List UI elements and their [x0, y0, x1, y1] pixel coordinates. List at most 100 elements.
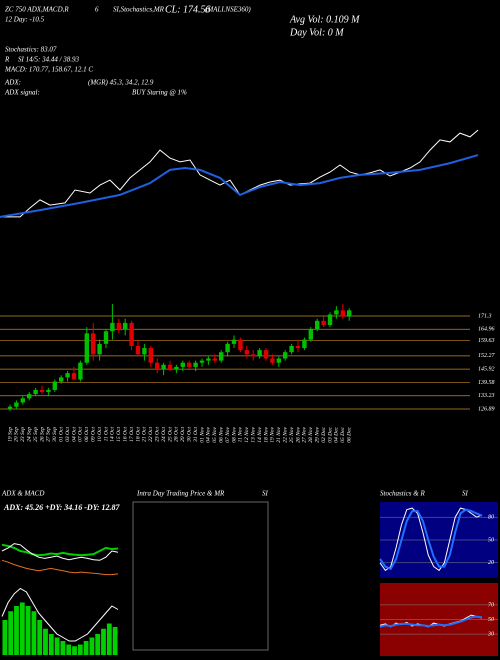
bar — [95, 634, 101, 655]
candle-body — [97, 343, 102, 355]
candle-body — [167, 364, 173, 369]
x-tick-label: 03 Dec — [327, 426, 333, 442]
candle-body — [161, 364, 166, 369]
candle-body — [33, 389, 38, 395]
series-line — [1, 543, 119, 561]
x-tick-label: 13 Nov — [250, 426, 256, 442]
candle-body — [155, 362, 160, 369]
candle-body — [110, 322, 115, 332]
x-tick-label: 24 Oct — [160, 427, 167, 442]
x-tick-label: 19 Sep — [7, 427, 13, 442]
x-tick-label: 14 Oct — [109, 427, 116, 442]
bar — [112, 627, 118, 655]
candle-body — [295, 345, 301, 349]
header-text: 6 — [95, 6, 99, 14]
header-text: SI 14/5: 34.44 / 38.93 — [18, 56, 80, 64]
x-tick-label: 25 Nov — [289, 426, 295, 442]
x-tick-label: 03 Oct — [65, 427, 71, 442]
panel-frame — [132, 501, 269, 651]
header-text: Stochastics: 83.07 — [5, 46, 57, 54]
x-tick-label: 04 Nov — [205, 426, 212, 442]
bar — [89, 637, 95, 655]
candle-body — [52, 381, 57, 390]
candle-body — [91, 333, 96, 355]
candle-body — [199, 360, 205, 363]
x-tick-label: 10 Oct — [97, 427, 103, 442]
bar — [14, 606, 19, 655]
x-tick-label: 05 Nov — [212, 426, 218, 442]
x-tick-label: 11 Oct — [103, 427, 109, 442]
bar — [60, 641, 66, 655]
panel-title: ADX & MACD — [1, 490, 44, 498]
header-text: MACD: 170.77, 158.67, 12.1 C — [4, 66, 93, 74]
candle-body — [116, 322, 121, 330]
y-tick-label: 164.96 — [478, 326, 495, 333]
x-tick-label: 20 Sep — [14, 427, 20, 442]
candle-body — [71, 373, 77, 380]
x-tick-label: 22 Oct — [148, 427, 154, 442]
x-tick-label: 29 Oct — [180, 427, 186, 442]
x-tick-label: 06 Nov — [218, 426, 224, 442]
series-line — [1, 543, 119, 557]
candle-body — [27, 394, 32, 399]
y-tick-label: 50 — [488, 537, 494, 543]
x-tick-label: 25 Oct — [167, 427, 173, 442]
x-tick-label: 28 Oct — [174, 427, 180, 442]
x-tick-label: 09 Oct — [90, 427, 96, 442]
y-tick-label: 171.3 — [478, 313, 492, 319]
y-tick-label: 126.89 — [478, 406, 495, 412]
candle-body — [129, 322, 134, 346]
bar — [8, 611, 14, 655]
x-tick-label: 01 Nov — [199, 426, 205, 442]
bar — [101, 628, 106, 655]
candle-body — [103, 331, 109, 344]
panel-title: Intra Day Trading Price & MR — [136, 490, 225, 498]
x-tick-label: 14 Nov — [256, 426, 263, 442]
x-tick-label: 17 Oct — [129, 427, 135, 442]
x-tick-label: 01 Oct — [58, 427, 64, 442]
x-tick-label: 11 Nov — [238, 426, 244, 442]
x-tick-label: 21 Nov — [276, 426, 282, 442]
candle-body — [65, 373, 70, 378]
candle-body — [14, 402, 19, 407]
x-tick-label: 24 Sep — [25, 427, 32, 442]
bar — [72, 646, 77, 655]
y-tick-label: 20 — [488, 560, 494, 566]
y-tick-label: 133.23 — [478, 393, 495, 399]
candle-body — [219, 352, 224, 361]
bar — [66, 644, 72, 655]
candle-body — [270, 358, 275, 363]
bar — [2, 620, 8, 655]
candle-body — [187, 362, 192, 367]
header-text: SI,Stochastics,MR — [113, 6, 165, 14]
x-tick-label: 02 Dec — [321, 426, 327, 442]
header-text: BUY Staring @ 1% — [132, 89, 187, 97]
header-text: ZC 750 ADX,MACD,R — [5, 6, 69, 14]
candle-body — [7, 406, 13, 409]
bar — [31, 611, 37, 655]
candle-body — [302, 339, 307, 349]
candle-body — [78, 362, 83, 380]
x-tick-label: 07 Nov — [225, 426, 231, 442]
y-tick-label: 30 — [487, 631, 494, 637]
candle-body — [225, 343, 230, 353]
x-tick-label: 08 Oct — [84, 427, 90, 442]
bar — [106, 623, 112, 655]
x-tick-label: 27 Nov — [302, 426, 308, 442]
bar — [43, 628, 48, 655]
x-tick-label: 15 Oct — [116, 427, 122, 442]
x-tick-label: 07 Oct — [78, 427, 84, 442]
header-text: ADX signal: — [4, 89, 40, 97]
x-tick-label: 28 Nov — [308, 426, 314, 442]
x-tick-label: 23 Sep — [20, 427, 26, 442]
y-tick-label: 145.92 — [478, 366, 495, 373]
x-tick-label: 05 Dec — [340, 426, 346, 442]
series-line — [0, 154, 479, 218]
candle-body — [46, 389, 51, 393]
x-tick-label: 27 Sep — [46, 427, 52, 442]
candle-body — [251, 354, 256, 357]
x-tick-label: 12 Nov — [244, 426, 250, 442]
candle-body — [148, 348, 153, 363]
